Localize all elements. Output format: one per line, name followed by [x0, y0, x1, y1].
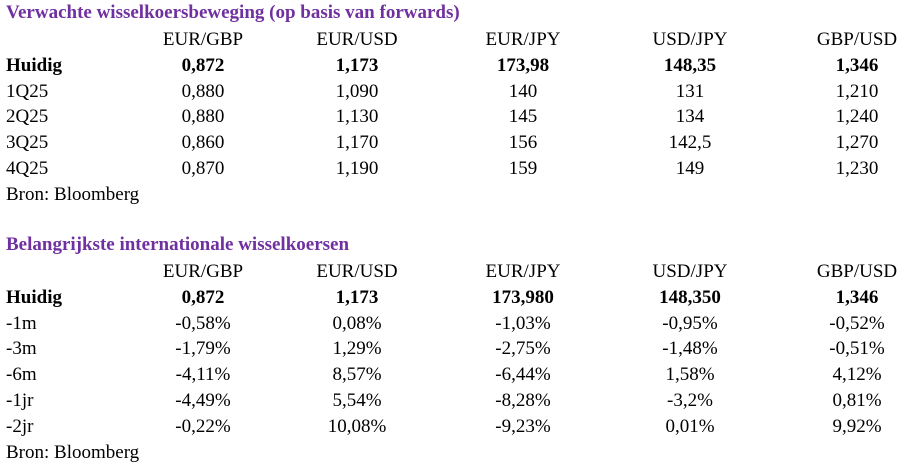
cell: 0,880: [181, 106, 225, 128]
cell: -1,03%: [495, 312, 551, 334]
source-note: Bron: Bloomberg: [6, 183, 140, 205]
row-label: 2Q25: [6, 106, 49, 128]
cell: -0,51%: [829, 338, 885, 360]
cell: 0,880: [181, 80, 225, 102]
cell: 159: [508, 158, 538, 179]
row-label: -1jr: [6, 390, 34, 411]
column-header: EUR/USD: [316, 29, 398, 50]
column-header: EUR/JPY: [485, 29, 561, 50]
cell: 0,872: [181, 54, 225, 76]
cell: 140: [508, 80, 538, 102]
table-title: Belangrijkste internationale wisselkoers…: [6, 234, 350, 255]
cell: 0,860: [181, 132, 225, 154]
cell: 8,57%: [332, 364, 382, 386]
cell: 173,980: [492, 286, 554, 308]
cell: -8,28%: [495, 390, 551, 411]
cell: 1,58%: [665, 364, 715, 386]
row-label: -3m: [6, 338, 37, 360]
cell: 145: [508, 106, 538, 128]
cell: 131: [675, 80, 705, 102]
row-label: -2jr: [6, 415, 34, 437]
cell: 148,35: [663, 54, 717, 76]
cell: 1,240: [835, 106, 879, 128]
row-label: Huidig: [6, 286, 62, 308]
cell: -1,79%: [175, 338, 231, 360]
cell: 1,090: [335, 80, 379, 102]
row-label: Huidig: [6, 54, 62, 76]
column-header: EUR/JPY: [485, 261, 561, 282]
cell: 1,173: [335, 286, 379, 308]
cell: 1,130: [335, 106, 379, 128]
cell: -0,95%: [662, 312, 718, 334]
cell: -4,49%: [175, 390, 231, 411]
column-header: USD/JPY: [652, 261, 728, 282]
cell: 4,12%: [832, 364, 882, 386]
cell: -0,58%: [175, 312, 231, 334]
cell: 142,5: [668, 132, 712, 154]
column-header: EUR/USD: [316, 261, 398, 282]
cell: -3,2%: [667, 390, 713, 411]
cell: -0,22%: [175, 415, 231, 437]
column-header: EUR/GBP: [162, 261, 244, 282]
cell: -4,11%: [175, 364, 231, 386]
column-header: EUR/GBP: [162, 29, 244, 50]
cell: 1,170: [335, 132, 379, 154]
cell: 0,872: [181, 286, 225, 308]
cell: 1,270: [835, 132, 879, 154]
cell: 1,29%: [332, 338, 382, 360]
cell: 1,230: [835, 158, 879, 179]
cell: 0,81%: [832, 390, 882, 411]
column-header: GBP/USD: [816, 261, 898, 282]
column-header: GBP/USD: [816, 29, 898, 50]
cell: 0,870: [181, 158, 225, 179]
column-header: USD/JPY: [652, 29, 728, 50]
cell: -6,44%: [495, 364, 551, 386]
cell: -0,52%: [829, 312, 885, 334]
cell: 1,346: [835, 286, 879, 308]
cell: 5,54%: [332, 390, 382, 411]
cell: -1,48%: [662, 338, 718, 360]
cell: 173,98: [496, 54, 550, 76]
cell: 149: [675, 158, 705, 179]
cell: 1,190: [335, 158, 379, 179]
cell: 156: [508, 132, 538, 154]
table-title: Verwachte wisselkoersbeweging (op basis …: [6, 2, 460, 23]
cell: 10,08%: [327, 415, 387, 437]
cell: 0,08%: [332, 312, 382, 334]
cell: 1,173: [335, 54, 379, 76]
cell: 9,92%: [832, 415, 882, 437]
cell: 134: [675, 106, 705, 128]
cell: 1,210: [835, 80, 879, 102]
row-label: 4Q25: [6, 158, 49, 179]
source-note: Bron: Bloomberg: [6, 441, 140, 463]
cell: 1,346: [835, 54, 879, 76]
row-label: -1m: [6, 312, 37, 334]
cell: -9,23%: [495, 415, 551, 437]
row-label: -6m: [6, 364, 37, 386]
cell: 0,01%: [665, 415, 715, 437]
row-label: 3Q25: [6, 132, 49, 154]
row-label: 1Q25: [6, 80, 49, 102]
cell: 148,350: [659, 286, 721, 308]
cell: -2,75%: [495, 338, 551, 360]
